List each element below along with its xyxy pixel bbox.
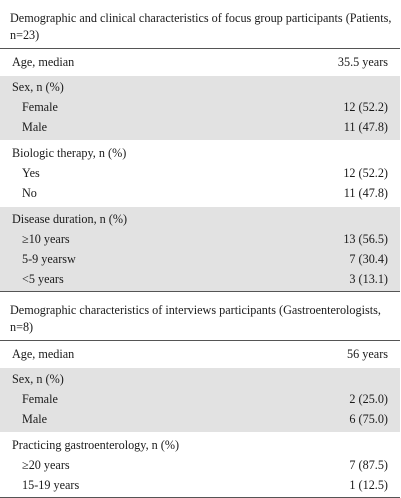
row-value: 2 (25.0) xyxy=(349,392,388,406)
row-label: Female xyxy=(22,392,58,406)
row-label: ≥10 years xyxy=(22,232,70,246)
document: Demographic and clinical characteristics… xyxy=(0,11,400,498)
table-row: Female 12 (52.2) xyxy=(0,97,400,117)
table-row: Biologic therapy, n (%) xyxy=(0,143,400,163)
row-value: 3 (13.1) xyxy=(349,272,388,286)
table1-duration-group: Disease duration, n (%) ≥10 years 13 (56… xyxy=(0,207,400,291)
row-label: Practicing gastroenterology, n (%) xyxy=(12,438,180,452)
table-row: <5 years 3 (13.1) xyxy=(0,269,400,289)
table-row: Male 6 (75.0) xyxy=(0,409,400,429)
table-row: 5-9 yearsw 7 (30.4) xyxy=(0,249,400,269)
row-label: Male xyxy=(22,412,48,426)
table2-sex-group: Sex, n (%) Female 2 (25.0) Male 6 (75.0) xyxy=(0,368,400,432)
table-row: Practicing gastroenterology, n (%) xyxy=(0,435,400,455)
table-row: Disease duration, n (%) xyxy=(0,209,400,229)
table-row: Female 2 (25.0) xyxy=(0,389,400,409)
table-row: 15-19 years 1 (12.5) xyxy=(0,475,400,495)
table-row: Yes 12 (52.2) xyxy=(0,163,400,183)
row-label: Sex, n (%) xyxy=(12,80,64,94)
table2-caption: Demographic characteristics of interview… xyxy=(10,303,381,334)
table1-top-rule xyxy=(0,48,400,49)
table2-practice-group: Practicing gastroenterology, n (%) ≥20 y… xyxy=(0,432,400,497)
row-value: 13 (56.5) xyxy=(343,232,388,246)
row-label: 5-9 yearsw xyxy=(22,252,76,266)
row-value: 56 years xyxy=(347,347,388,361)
row-label: Female xyxy=(22,100,58,114)
table-row: Age, median 56 years xyxy=(0,343,400,365)
row-label: Biologic therapy, n (%) xyxy=(12,146,127,160)
row-label: Age, median xyxy=(12,55,75,69)
row-label: Male xyxy=(22,120,48,134)
row-label: Yes xyxy=(22,166,40,180)
row-value: 1 (12.5) xyxy=(349,478,388,492)
row-value: 12 (52.2) xyxy=(343,100,388,114)
table1-age-group: Age, median 35.5 years xyxy=(0,49,400,76)
row-value: 11 (47.8) xyxy=(343,186,388,200)
row-value: 7 (30.4) xyxy=(349,252,388,266)
table-row: Sex, n (%) xyxy=(0,369,400,389)
row-label: ≥20 years xyxy=(22,458,70,472)
row-label: <5 years xyxy=(22,272,64,286)
row-value: 35.5 years xyxy=(337,55,388,69)
table-row: ≥20 years 7 (87.5) xyxy=(0,455,400,475)
row-value: 12 (52.2) xyxy=(343,166,388,180)
row-label: Disease duration, n (%) xyxy=(12,212,128,226)
table2-top-rule xyxy=(0,340,400,341)
row-label: 15-19 years xyxy=(22,478,80,492)
row-value: 6 (75.0) xyxy=(349,412,388,426)
row-label: No xyxy=(22,186,37,200)
table-row: Male 11 (47.8) xyxy=(0,117,400,137)
table-row: Sex, n (%) xyxy=(0,77,400,97)
table2-age-group: Age, median 56 years xyxy=(0,341,400,368)
table-row: ≥10 years 13 (56.5) xyxy=(0,229,400,249)
table1-sex-group: Sex, n (%) Female 12 (52.2) Male 11 (47.… xyxy=(0,76,400,140)
table-row: No 11 (47.8) xyxy=(0,183,400,203)
row-value: 7 (87.5) xyxy=(349,458,388,472)
table-row: Age, median 35.5 years xyxy=(0,51,400,73)
row-label: Sex, n (%) xyxy=(12,372,64,386)
table1-biologic-group: Biologic therapy, n (%) Yes 12 (52.2) No… xyxy=(0,140,400,207)
row-value: 11 (47.8) xyxy=(343,120,388,134)
table1-caption: Demographic and clinical characteristics… xyxy=(10,11,392,42)
table1-bottom-rule xyxy=(0,291,400,292)
row-label: Age, median xyxy=(12,347,75,361)
